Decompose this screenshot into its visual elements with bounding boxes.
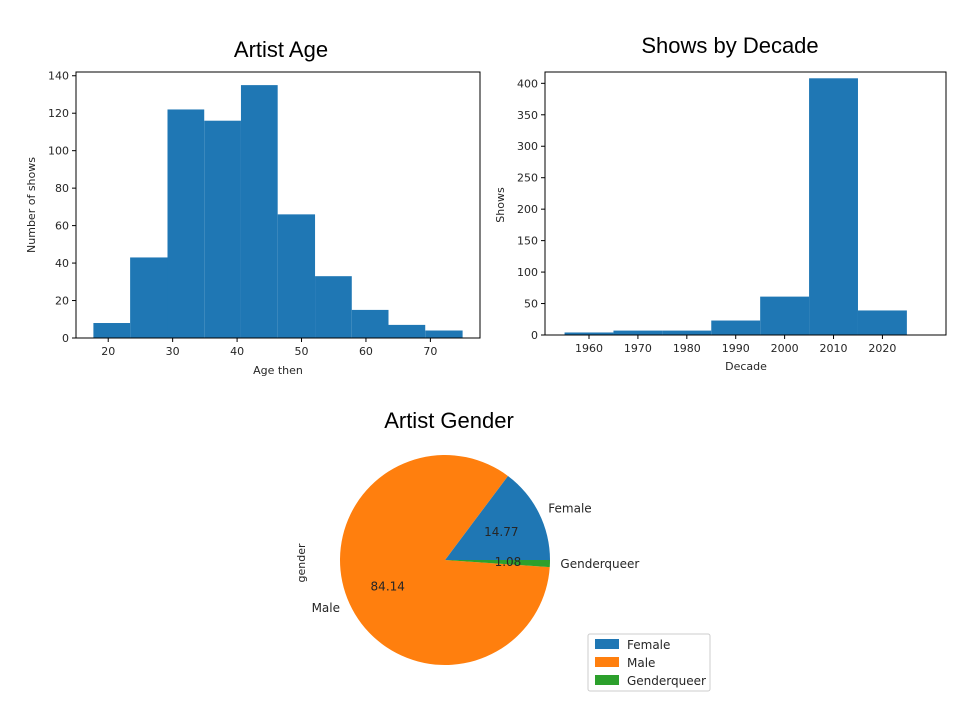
h2-y-tick-label: 400 (517, 77, 538, 90)
decade-bars (564, 78, 907, 335)
h1-bar (425, 330, 463, 338)
decade-chart-title: Shows by Decade (641, 33, 818, 58)
h2-bar (662, 330, 712, 335)
legend-label-female: Female (627, 638, 670, 652)
h1-bar (388, 324, 426, 338)
pie-label-female: Female (548, 501, 591, 515)
legend-swatch-genderqueer (595, 675, 619, 685)
h1-x-tick-label: 20 (101, 345, 115, 358)
gender-chart-title: Artist Gender (384, 408, 514, 433)
pie-percent-genderqueer: 1.08 (495, 555, 522, 569)
h2-bar (857, 310, 907, 335)
h2-x-tick-label: 2000 (771, 342, 799, 355)
h1-y-tick-label: 20 (55, 295, 69, 308)
pie-percent-female: 14.77 (484, 525, 518, 539)
pie-label-male: Male (312, 601, 340, 615)
legend-label-genderqueer: Genderqueer (627, 674, 706, 688)
h2-y-tick-label: 250 (517, 172, 538, 185)
h2-x-tick-label: 2020 (868, 342, 896, 355)
age-x-axis-label: Age then (253, 364, 303, 377)
h1-bar (130, 257, 168, 338)
decade-x-axis-label: Decade (725, 360, 767, 373)
h2-bar (711, 320, 761, 335)
pie-slice-male (340, 455, 550, 665)
h1-x-tick-label: 60 (359, 345, 373, 358)
h1-y-tick-label: 120 (48, 107, 69, 120)
h2-bar (564, 332, 614, 335)
h2-x-tick-label: 1960 (575, 342, 603, 355)
decade-plot-frame (544, 71, 947, 336)
legend-swatch-female (595, 639, 619, 649)
age-x-ticks: 20 30 40 50 60 70 (101, 338, 437, 358)
age-histogram: Artist Age 20 30 40 50 60 70 0 20 40 60 80 100 120 1… (25, 37, 481, 377)
h1-bar (93, 323, 131, 338)
h1-bar (277, 214, 316, 338)
h2-x-tick-label: 2010 (820, 342, 848, 355)
h1-y-tick-label: 60 (55, 220, 69, 233)
h2-bar (760, 296, 810, 335)
h2-bar (613, 330, 663, 335)
h2-y-tick-label: 50 (524, 298, 538, 311)
h1-y-tick-label: 140 (48, 70, 69, 83)
h1-y-tick-label: 40 (55, 257, 69, 270)
h1-bar (351, 309, 389, 338)
h1-bar (240, 85, 278, 339)
gender-legend: Female Male Genderqueer (587, 633, 711, 692)
pie-label-genderqueer: Genderqueer (560, 557, 639, 571)
h1-y-tick-label: 100 (48, 145, 69, 158)
pie-slice-genderqueer (445, 560, 550, 568)
h1-x-tick-label: 50 (295, 345, 309, 358)
pie-percent-male: 84.14 (371, 579, 405, 593)
gender-pie-chart: Artist Gender gender Female 14.77 Male 84.1… (295, 408, 711, 692)
h1-y-tick-label: 0 (62, 332, 69, 345)
age-bars (93, 85, 463, 339)
gender-pie-ylabel: gender (295, 543, 308, 582)
h2-y-tick-label: 150 (517, 235, 538, 248)
h2-x-tick-label: 1990 (722, 342, 750, 355)
gender-pie: Female 14.77 Male 84.14 Genderqueer 1.08 (312, 455, 639, 665)
h2-y-tick-label: 350 (517, 109, 538, 122)
age-y-axis-label: Number of shows (25, 157, 38, 253)
decade-histogram: Shows by Decade 1960 1970 1980 1990 2000 2010… (494, 33, 947, 373)
h2-y-tick-label: 100 (517, 266, 538, 279)
h1-y-tick-label: 80 (55, 182, 69, 195)
h2-y-tick-label: 0 (531, 329, 538, 342)
h1-x-tick-label: 40 (230, 345, 244, 358)
h1-x-tick-label: 70 (423, 345, 437, 358)
h1-bar (167, 109, 205, 339)
decade-y-axis-label: Shows (494, 187, 507, 223)
legend-swatch-male (595, 657, 619, 667)
age-chart-title: Artist Age (234, 37, 328, 62)
legend-label-male: Male (627, 656, 655, 670)
h2-bar (809, 78, 858, 335)
h2-y-tick-label: 200 (517, 203, 538, 216)
decade-y-ticks: 0 50 100 150 200 250 300 350 400 (517, 77, 545, 342)
age-y-ticks: 0 20 40 60 80 100 120 140 (48, 70, 76, 345)
pie-slice-female (445, 475, 550, 560)
h1-x-tick-label: 30 (166, 345, 180, 358)
h2-y-tick-label: 300 (517, 140, 538, 153)
h2-x-tick-label: 1970 (624, 342, 652, 355)
age-plot-frame (75, 71, 481, 339)
h1-bar (315, 276, 352, 338)
h2-x-tick-label: 1980 (673, 342, 701, 355)
decade-x-ticks: 1960 1970 1980 1990 2000 2010 2020 (575, 335, 896, 355)
h1-bar (204, 120, 241, 338)
